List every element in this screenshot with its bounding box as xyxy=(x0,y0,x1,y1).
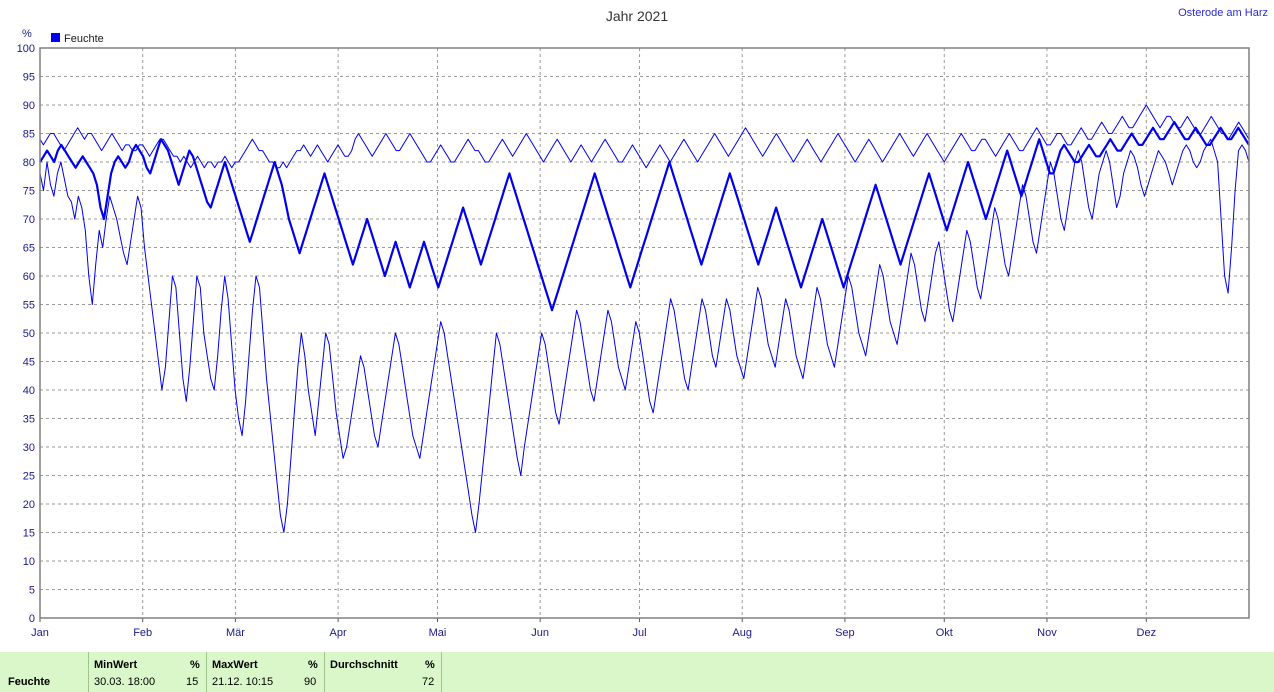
max-humidity-line xyxy=(39,104,1250,169)
y-tick-label: 55 xyxy=(23,300,35,312)
y-tick-labels: 0 5 10 15 20 25 30 35 40 45 50 55 60 65 70 75 80 85 90 95 10… xyxy=(17,43,35,625)
x-tick-label: Mär xyxy=(226,627,245,639)
chart-title: Jahr 2021 xyxy=(606,8,668,24)
statistics-panel: Feuchte MinWert % 30.03. 18:00 15 MaxWer… xyxy=(0,652,1274,692)
y-tick-label: 5 xyxy=(29,585,35,597)
y-tick-label: 25 xyxy=(23,471,35,483)
y-tick-label: 35 xyxy=(23,414,35,426)
max-time: 21.12. 10:15 xyxy=(212,676,274,688)
y-tick-label: 10 xyxy=(23,556,35,568)
y-tick-label: 60 xyxy=(23,271,35,283)
legend-label: Feuchte xyxy=(64,33,104,45)
x-tick-label: Jan xyxy=(31,627,49,639)
x-tick-label: Sep xyxy=(835,627,855,639)
min-unit: % xyxy=(190,659,200,671)
y-unit-label: % xyxy=(22,28,32,40)
x-tick-label: Nov xyxy=(1037,627,1057,639)
y-tick-label: 90 xyxy=(23,100,35,112)
x-tick-label: Okt xyxy=(936,627,953,639)
y-tick-label: 75 xyxy=(23,186,35,198)
avg-unit: % xyxy=(425,659,435,671)
y-tick-label: 0 xyxy=(29,613,35,625)
y-tick-label: 100 xyxy=(17,43,35,55)
x-tick-label: Jun xyxy=(531,627,549,639)
humidity-chart: Jahr 2021 Osterode am Harz % Feuchte 0 5 1… xyxy=(17,7,1268,639)
min-humidity-line xyxy=(39,138,1250,533)
plot-frame xyxy=(39,47,1250,619)
avg-value: 72 xyxy=(422,676,435,688)
station-name: Osterode am Harz xyxy=(1178,7,1268,19)
grid-lines xyxy=(39,48,1249,622)
y-tick-label: 40 xyxy=(23,385,35,397)
y-tick-label: 50 xyxy=(23,328,35,340)
y-tick-label: 45 xyxy=(23,357,35,369)
mean-humidity-line xyxy=(39,120,1250,312)
max-header: MaxWert xyxy=(212,659,258,671)
y-tick-label: 20 xyxy=(23,499,35,511)
max-value: 90 xyxy=(304,676,317,688)
x-tick-label: Apr xyxy=(330,627,347,639)
stats-row-label: Feuchte xyxy=(8,676,51,688)
min-time: 30.03. 18:00 xyxy=(94,676,156,688)
y-tick-label: 30 xyxy=(23,442,35,454)
x-tick-label: Dez xyxy=(1137,627,1157,639)
avg-header: Durchschnitt xyxy=(330,659,398,671)
max-unit: % xyxy=(308,659,318,671)
y-tick-label: 70 xyxy=(23,214,35,226)
y-tick-label: 85 xyxy=(23,129,35,141)
y-tick-label: 65 xyxy=(23,243,35,255)
series-lines xyxy=(39,104,1250,533)
y-tick-label: 80 xyxy=(23,157,35,169)
min-value: 15 xyxy=(186,676,199,688)
min-header: MinWert xyxy=(94,659,138,671)
y-tick-label: 95 xyxy=(23,72,35,84)
x-tick-label: Mai xyxy=(429,627,447,639)
x-tick-label: Jul xyxy=(633,627,647,639)
legend-swatch xyxy=(51,33,60,42)
x-tick-labels: Jan Feb Mär Apr Mai Jun Jul Aug Sep Okt Nov Dez xyxy=(31,627,1156,639)
y-tick-label: 15 xyxy=(23,528,35,540)
x-tick-label: Feb xyxy=(133,627,152,639)
x-tick-label: Aug xyxy=(732,627,752,639)
